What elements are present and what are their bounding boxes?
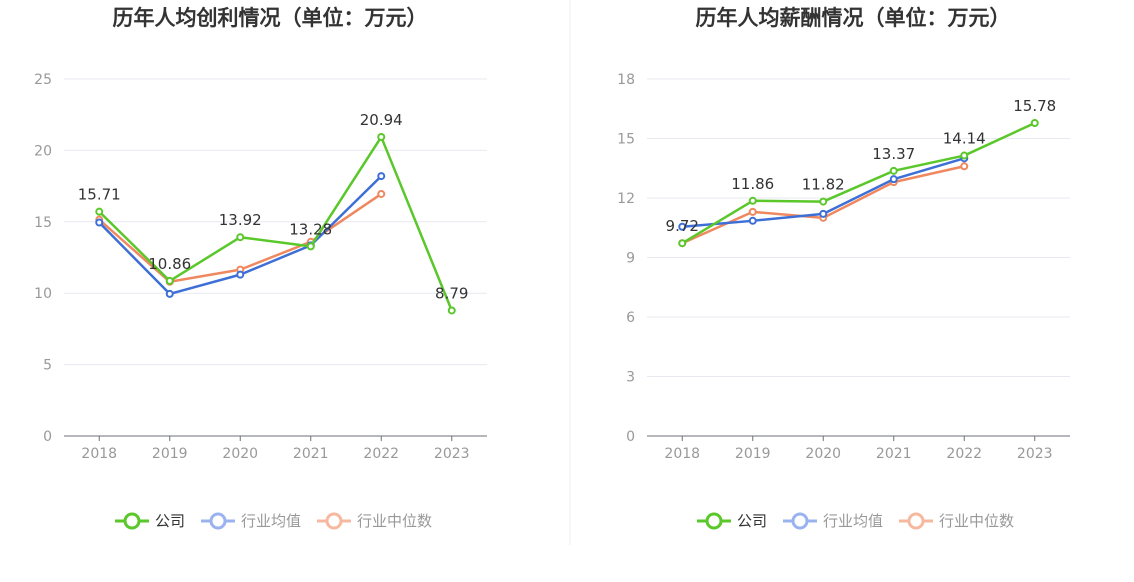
y-tick-label: 5 bbox=[43, 358, 52, 374]
data-point-公司 bbox=[1030, 119, 1039, 128]
y-tick-label: 15 bbox=[617, 132, 635, 148]
data-label: 15.78 bbox=[1013, 97, 1056, 115]
data-label: 8.79 bbox=[435, 284, 468, 302]
data-point-公司 bbox=[678, 239, 687, 248]
y-tick-label: 10 bbox=[34, 286, 52, 302]
x-tick-label: 2021 bbox=[876, 446, 912, 462]
data-label: 9.72 bbox=[666, 217, 699, 235]
data-point-行业均值 bbox=[165, 289, 174, 298]
legend-swatch-marker bbox=[325, 512, 343, 530]
legend-swatch-marker bbox=[907, 512, 925, 530]
legend-label: 行业均值 bbox=[823, 512, 883, 530]
legend-label: 行业中位数 bbox=[357, 512, 432, 530]
x-tick-label: 2023 bbox=[1017, 446, 1053, 462]
data-point-行业均值 bbox=[377, 172, 386, 181]
legend-item-公司: 公司 bbox=[697, 512, 767, 530]
data-point-公司 bbox=[165, 276, 174, 285]
data-point-行业均值 bbox=[889, 175, 898, 184]
data-point-行业均值 bbox=[236, 270, 245, 279]
x-tick-label: 2022 bbox=[363, 446, 399, 462]
chart-title: 历年人均创利情况（单位：万元） bbox=[113, 6, 428, 30]
series-line-公司 bbox=[98, 135, 453, 311]
data-point-公司 bbox=[236, 233, 245, 242]
data-point-公司 bbox=[889, 166, 898, 175]
data-point-行业中位数 bbox=[960, 162, 969, 171]
legend-item-公司: 公司 bbox=[115, 512, 185, 530]
chart-panel-1: 历年人均创利情况（单位：万元） 0 5 10 15 20 25 2018 2019 2020 202… bbox=[34, 6, 487, 530]
y-tick-label: 6 bbox=[626, 310, 635, 326]
y-tick-label: 9 bbox=[626, 251, 635, 267]
legend-item-行业中位数: 行业中位数 bbox=[899, 512, 1014, 530]
series-line-公司 bbox=[681, 121, 1036, 245]
x-tick-label: 2019 bbox=[735, 446, 771, 462]
legend-item-行业均值: 行业均值 bbox=[201, 512, 301, 530]
data-point-公司 bbox=[377, 132, 386, 141]
legend-swatch-marker bbox=[209, 512, 227, 530]
data-point-行业均值 bbox=[678, 222, 687, 231]
data-label: 20.94 bbox=[360, 111, 403, 129]
data-point-公司 bbox=[306, 242, 315, 251]
data-label: 11.86 bbox=[731, 175, 774, 193]
data-point-行业中位数 bbox=[377, 189, 386, 198]
y-tick-label: 15 bbox=[34, 215, 52, 231]
data-point-公司 bbox=[960, 151, 969, 160]
data-point-公司 bbox=[819, 197, 828, 206]
legend-item-行业中位数: 行业中位数 bbox=[317, 512, 432, 530]
data-label: 14.14 bbox=[943, 130, 986, 148]
data-label: 13.92 bbox=[219, 211, 262, 229]
legend-label: 公司 bbox=[155, 512, 185, 530]
y-tick-label: 12 bbox=[617, 191, 635, 207]
data-point-公司 bbox=[447, 306, 456, 315]
data-point-公司 bbox=[95, 207, 104, 216]
legend-swatch-marker bbox=[791, 512, 809, 530]
y-tick-label: 25 bbox=[34, 72, 52, 88]
data-label: 15.71 bbox=[78, 186, 121, 204]
y-tick-label: 20 bbox=[34, 143, 52, 159]
legend-swatch-marker bbox=[123, 512, 141, 530]
x-tick-label: 2021 bbox=[293, 446, 329, 462]
y-tick-label: 0 bbox=[626, 429, 635, 445]
data-label: 13.37 bbox=[872, 145, 915, 163]
x-tick-label: 2018 bbox=[81, 446, 117, 462]
data-label: 10.86 bbox=[148, 255, 191, 273]
legend-label: 公司 bbox=[737, 512, 767, 530]
x-tick-label: 2020 bbox=[222, 446, 258, 462]
data-point-行业均值 bbox=[95, 218, 104, 227]
legend-item-行业均值: 行业均值 bbox=[783, 512, 883, 530]
data-label: 13.28 bbox=[289, 220, 332, 238]
x-tick-label: 2019 bbox=[152, 446, 188, 462]
chart-panel-2: 历年人均薪酬情况（单位：万元） 0 3 6 9 12 15 18 2018 2019 2020 202… bbox=[617, 6, 1070, 530]
y-tick-label: 3 bbox=[626, 370, 635, 386]
legend-swatch-marker bbox=[705, 512, 723, 530]
x-tick-label: 2022 bbox=[946, 446, 982, 462]
data-point-行业均值 bbox=[819, 209, 828, 218]
legend-label: 行业均值 bbox=[241, 512, 301, 530]
chart-title: 历年人均薪酬情况（单位：万元） bbox=[696, 6, 1011, 30]
x-tick-label: 2023 bbox=[434, 446, 470, 462]
data-label: 11.82 bbox=[802, 176, 845, 194]
y-tick-label: 18 bbox=[617, 72, 635, 88]
y-tick-label: 0 bbox=[43, 429, 52, 445]
data-point-行业中位数 bbox=[748, 207, 757, 216]
data-point-公司 bbox=[748, 196, 757, 205]
x-tick-label: 2020 bbox=[805, 446, 841, 462]
x-tick-label: 2018 bbox=[664, 446, 700, 462]
legend-label: 行业中位数 bbox=[939, 512, 1014, 530]
data-point-行业均值 bbox=[748, 216, 757, 225]
